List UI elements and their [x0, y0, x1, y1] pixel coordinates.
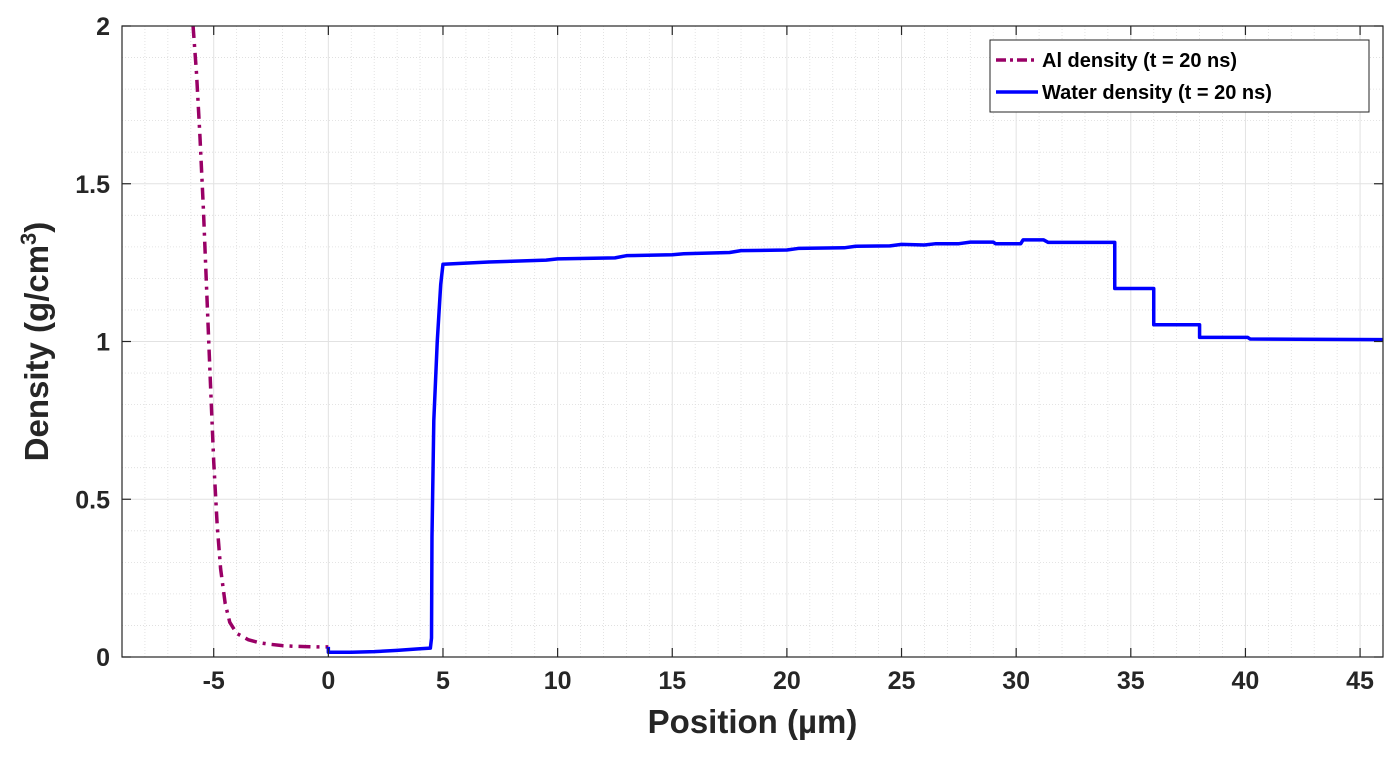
y-tick-label: 1 [96, 329, 110, 357]
y-tick-label: 1.5 [75, 171, 110, 199]
x-tick-label: -5 [203, 667, 225, 695]
x-tick-label: 0 [321, 667, 335, 695]
y-tick-label: 2 [96, 13, 110, 41]
y-axis-label: Density (g/cm3) [16, 222, 55, 462]
series-line-0 [191, 25, 329, 649]
x-tick-label: 30 [1002, 667, 1030, 695]
x-tick-label: 10 [544, 667, 572, 695]
y-tick-label: 0 [96, 644, 110, 672]
x-tick-label: 20 [773, 667, 801, 695]
series-line-1 [326, 238, 1384, 655]
legend-entry-water-density: Water density (t = 20 ns) [1042, 82, 1272, 104]
y-tick-labels: 0 0.5 1 1.5 2 [75, 13, 110, 672]
y-axis-label-close: ) [18, 222, 55, 233]
x-tick-label: 15 [658, 667, 686, 695]
y-axis-label-superscript: 3 [16, 233, 41, 245]
x-tick-label: 25 [888, 667, 916, 695]
legend-box [989, 39, 1370, 113]
y-tick-label: 0.5 [75, 486, 110, 514]
x-tick-label: 40 [1232, 667, 1260, 695]
x-tick-label: 5 [436, 667, 450, 695]
series-layer [191, 25, 1384, 655]
y-axis-label-main: Density (g/cm [18, 245, 55, 461]
x-axis-label: Position (µm) [648, 703, 858, 740]
x-tick-label: 35 [1117, 667, 1145, 695]
legend-entry-al-density: Al density (t = 20 ns) [1042, 50, 1237, 72]
x-tick-label: 45 [1346, 667, 1374, 695]
x-tick-labels: -5 0 5 10 15 20 25 30 35 40 45 [203, 667, 1374, 695]
legend: Al density (t = 20 ns) Water density (t … [989, 39, 1370, 113]
axes-frame [121, 25, 1384, 658]
